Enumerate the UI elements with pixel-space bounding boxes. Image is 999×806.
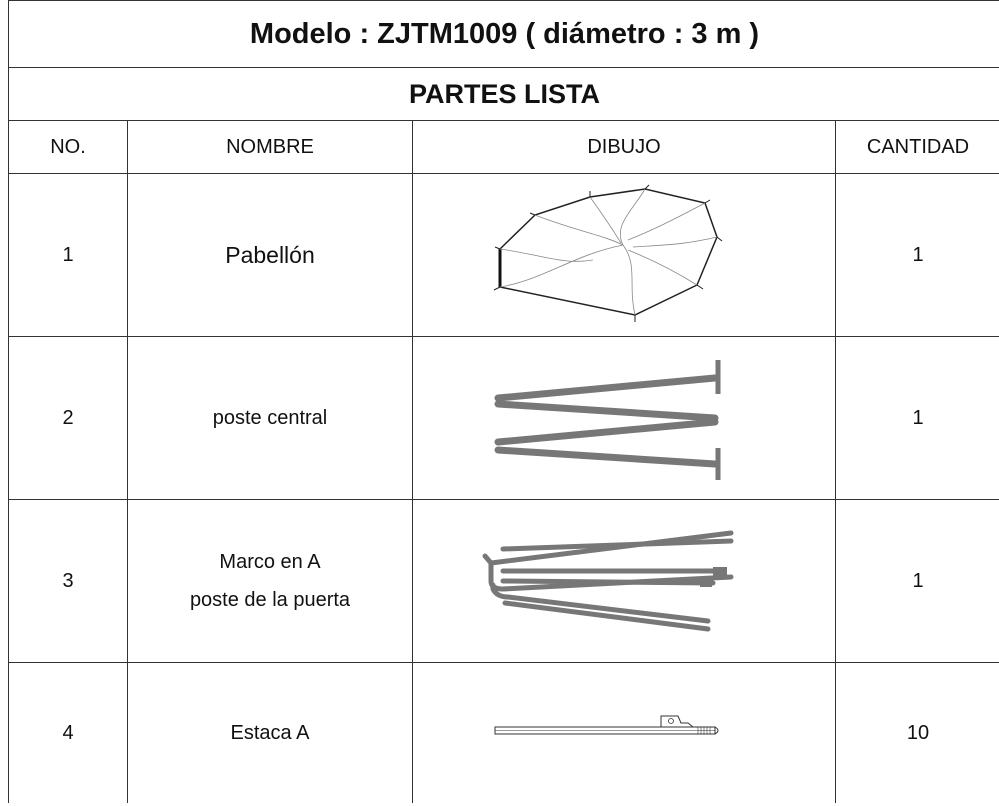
drawing-cell <box>412 662 836 803</box>
column-header: NOMBRE <box>127 120 413 174</box>
row-number: 2 <box>8 336 128 500</box>
stake-drawing <box>494 715 719 735</box>
quantity: 1 <box>835 336 999 500</box>
pavilion-drawing <box>493 184 723 322</box>
drawing-cell <box>412 499 836 663</box>
quantity: 1 <box>835 499 999 663</box>
part-name: Pabellón <box>127 173 413 337</box>
part-name: Estaca A <box>127 662 413 803</box>
name-line: poste central <box>212 407 328 429</box>
drawing-cell <box>412 336 836 500</box>
center-pole-drawing <box>494 360 721 480</box>
column-header: DIBUJO <box>412 120 836 174</box>
quantity: 10 <box>835 662 999 803</box>
column-header: CANTIDAD <box>835 120 999 174</box>
title: Modelo : ZJTM1009 ( diámetro : 3 m ) <box>8 0 999 68</box>
parts-table: Modelo : ZJTM1009 ( diámetro : 3 m ) PAR… <box>8 0 999 803</box>
quantity: 1 <box>835 173 999 337</box>
part-name: poste central <box>127 336 413 500</box>
name-line: Pabellón <box>225 242 315 268</box>
row-number: 4 <box>8 662 128 803</box>
name-line: poste de la puerta <box>189 589 351 611</box>
column-header: NO. <box>8 120 128 174</box>
subtitle: PARTES LISTA <box>8 67 999 121</box>
row-number: 3 <box>8 499 128 663</box>
name-line: Marco en A <box>219 551 321 573</box>
drawing-cell <box>412 173 836 337</box>
a-frame-drawing <box>482 530 734 632</box>
part-name: Marco en A poste de la puerta <box>127 499 413 663</box>
name-line: Estaca A <box>230 722 310 744</box>
row-number: 1 <box>8 173 128 337</box>
